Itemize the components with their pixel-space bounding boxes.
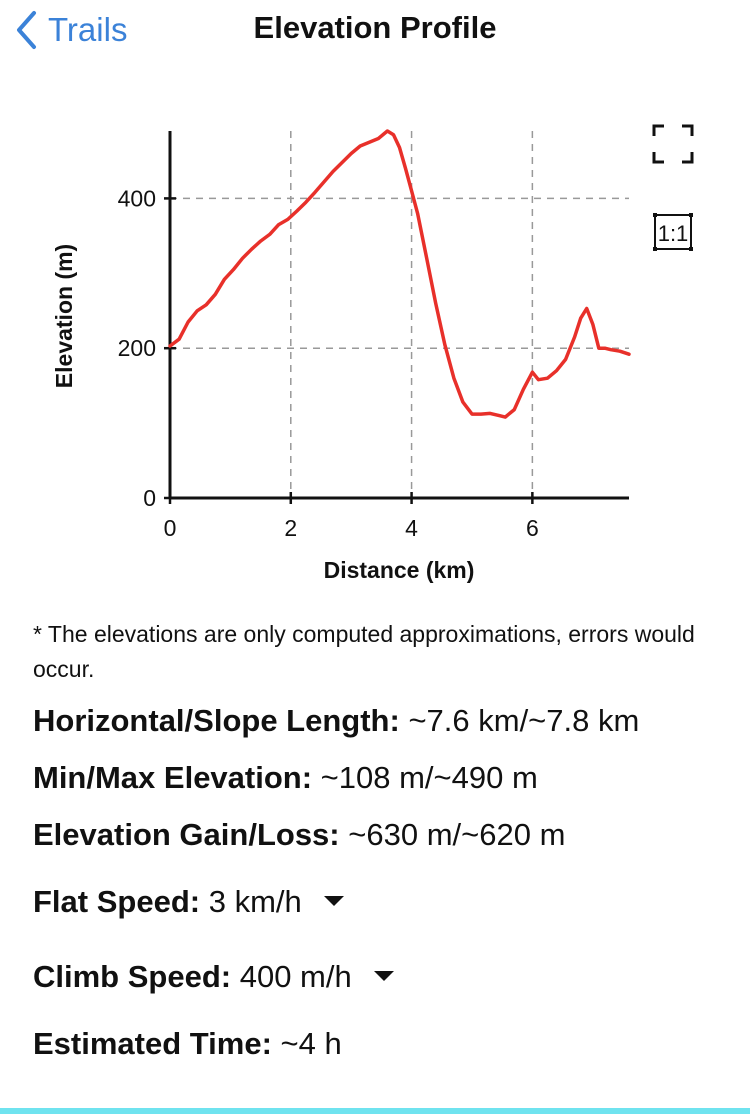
chart-ticks: 0 2 4 6 0 200 400 [118,185,539,541]
length-stat: Horizontal/Slope Length: ~7.6 km/~7.8 km [33,703,639,739]
back-button[interactable]: Trails [14,8,127,52]
bottom-accent-bar [0,1108,750,1114]
flat-speed-dropdown[interactable]: Flat Speed: 3 km/h [33,884,344,920]
gain-loss-stat: Elevation Gain/Loss: ~630 m/~620 m [33,817,565,853]
elevation-stat-label: Min/Max Elevation: [33,760,313,795]
aspect-ratio-label: 1:1 [658,221,689,246]
x-tick-label: 2 [284,515,297,541]
fullscreen-button[interactable] [652,124,694,164]
back-button-label: Trails [48,11,128,48]
estimated-time-value: ~4 h [280,1026,342,1061]
y-tick-label: 0 [143,485,156,511]
chevron-left-icon [17,11,36,49]
climb-speed-dropdown[interactable]: Climb Speed: 400 m/h [33,959,394,995]
x-tick-label: 0 [164,515,177,541]
length-stat-value: ~7.6 km/~7.8 km [408,703,640,738]
y-axis-label: Elevation (m) [51,244,77,388]
y-tick-label: 400 [118,185,156,211]
y-tick-label: 200 [118,335,156,361]
length-stat-label: Horizontal/Slope Length: [33,703,400,738]
fullscreen-icon [652,124,694,164]
estimated-time-label: Estimated Time: [33,1026,272,1061]
chart-axes [168,131,629,500]
aspect-ratio-button[interactable]: 1:1 [652,212,694,252]
x-axis-label: Distance (km) [324,557,475,583]
chart-grid [170,131,629,498]
x-tick-label: 6 [526,515,539,541]
caret-down-icon [373,970,394,981]
aspect-ratio-icon: 1:1 [653,213,693,251]
gain-loss-stat-label: Elevation Gain/Loss: [33,817,340,852]
climb-speed-value: 400 m/h [239,959,352,994]
climb-speed-label: Climb Speed: [33,959,232,994]
page-title: Elevation Profile [253,10,497,45]
elevation-stat-value: ~108 m/~490 m [320,760,538,795]
gain-loss-stat-value: ~630 m/~620 m [348,817,566,852]
navigation-bar: Trails Elevation Profile [0,0,750,60]
x-tick-label: 4 [405,515,418,541]
approximation-note: * The elevations are only computed appro… [33,621,695,682]
flat-speed-value: 3 km/h [208,884,302,919]
estimated-time-stat: Estimated Time: ~4 h [33,1026,342,1062]
caret-down-icon [323,895,344,906]
elevation-series-line [168,129,631,419]
elevation-chart: 0 2 4 6 0 200 400 Distance (km) Elevation (m) [51,129,631,583]
flat-speed-label: Flat Speed: [33,884,201,919]
elevation-stat: Min/Max Elevation: ~108 m/~490 m [33,760,538,796]
